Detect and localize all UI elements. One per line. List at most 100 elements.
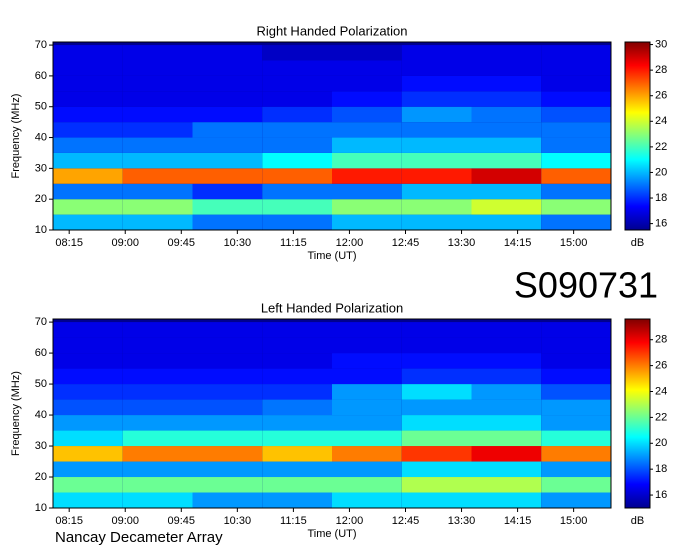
heat-cell xyxy=(122,152,193,169)
heat-cell xyxy=(262,492,332,508)
heat-cell xyxy=(541,214,611,230)
heat-cell xyxy=(262,384,332,400)
heat-cell xyxy=(53,137,123,153)
heat-cell xyxy=(53,199,123,215)
heat-cell xyxy=(192,368,263,385)
heat-cell xyxy=(122,477,193,493)
heat-cell xyxy=(53,60,123,76)
colorbar-tick-label: 28 xyxy=(655,334,667,346)
heat-cell xyxy=(122,461,193,478)
heat-cell xyxy=(122,60,193,76)
heat-cell xyxy=(541,399,611,416)
heat-cell xyxy=(262,199,332,215)
heat-cell xyxy=(332,492,402,508)
heat-cell xyxy=(262,106,332,123)
x-tick-label: 12:45 xyxy=(392,515,420,527)
y-tick-label: 40 xyxy=(35,131,47,143)
heat-cell xyxy=(332,199,402,215)
heat-cell xyxy=(192,399,263,416)
heat-cell xyxy=(262,415,332,431)
colorbar-tick-label: 18 xyxy=(655,192,667,204)
heat-cell xyxy=(53,461,123,478)
y-tick-label: 10 xyxy=(35,502,47,514)
heat-cell xyxy=(471,75,542,92)
heat-cell xyxy=(262,368,332,385)
heat-cell xyxy=(332,415,402,431)
heat-cell xyxy=(541,353,611,369)
heat-cell xyxy=(262,461,332,478)
y-tick-label: 30 xyxy=(35,440,47,452)
heat-cell xyxy=(541,183,611,200)
y-tick-label: 60 xyxy=(35,70,47,82)
heat-cell xyxy=(192,199,263,215)
colorbar-tick-label: 26 xyxy=(655,90,667,102)
heat-cell xyxy=(401,399,472,416)
shot-id: S090731 xyxy=(514,265,658,306)
heat-cell xyxy=(53,45,123,61)
heat-cell xyxy=(471,122,542,138)
heat-cell xyxy=(332,353,402,369)
heat-cell xyxy=(401,477,472,493)
heat-cell xyxy=(401,91,472,107)
heat-cell xyxy=(53,214,123,230)
heat-cell xyxy=(332,45,402,61)
x-tick-label: 11:15 xyxy=(280,237,307,249)
heat-cell xyxy=(401,214,472,230)
heat-cell xyxy=(401,353,472,369)
heat-cell xyxy=(262,137,332,153)
heat-cell xyxy=(541,337,611,354)
heat-cell xyxy=(192,337,263,354)
heat-cell xyxy=(192,384,263,400)
heat-cell xyxy=(401,337,472,354)
heat-cell xyxy=(541,446,611,462)
heat-cell xyxy=(541,384,611,400)
heat-cell xyxy=(122,199,193,215)
y-tick-label: 60 xyxy=(35,347,47,359)
heat-cell xyxy=(471,477,542,493)
x-tick-label: 12:00 xyxy=(336,515,364,527)
x-tick-label: 08:15 xyxy=(55,237,83,249)
heat-cell xyxy=(262,446,332,462)
heat-cell xyxy=(122,137,193,153)
heat-cell xyxy=(53,152,123,169)
heat-cell xyxy=(332,461,402,478)
heat-cell xyxy=(471,384,542,400)
heat-cell xyxy=(541,91,611,107)
heat-cell xyxy=(541,415,611,431)
heat-cell xyxy=(53,384,123,400)
colorbar-tick-label: 20 xyxy=(655,166,667,178)
heat-cell xyxy=(541,122,611,138)
x-tick-label: 11:15 xyxy=(280,515,307,527)
heat-cell xyxy=(332,168,402,184)
heat-cell xyxy=(53,168,123,184)
heat-cell xyxy=(122,492,193,508)
heat-cell xyxy=(262,91,332,107)
heat-cell xyxy=(262,322,332,338)
y-tick-label: 50 xyxy=(35,101,47,113)
plot-frame xyxy=(52,41,612,231)
x-tick-label: 09:00 xyxy=(111,237,139,249)
y-tick-label: 40 xyxy=(35,409,47,421)
chart-title: Left Handed Polarization xyxy=(261,300,403,315)
heat-cell xyxy=(53,415,123,431)
heat-cell xyxy=(332,122,402,138)
heat-cell xyxy=(541,492,611,508)
heat-cell xyxy=(471,183,542,200)
heat-cell xyxy=(471,415,542,431)
heat-cell xyxy=(471,45,542,61)
heat-cell xyxy=(53,106,123,123)
heat-cell xyxy=(541,168,611,184)
heat-cell xyxy=(53,353,123,369)
heat-cell xyxy=(471,137,542,153)
heat-cell xyxy=(53,492,123,508)
heat-cell xyxy=(401,137,472,153)
heat-cell xyxy=(192,60,263,76)
heat-cell xyxy=(53,368,123,385)
heat-cell xyxy=(401,322,472,338)
heat-cell xyxy=(332,477,402,493)
heat-cell xyxy=(471,430,542,447)
y-axis-label: Frequency (MHz) xyxy=(10,371,22,456)
heat-cell xyxy=(541,461,611,478)
heat-cell xyxy=(401,168,472,184)
heat-cell xyxy=(401,492,472,508)
